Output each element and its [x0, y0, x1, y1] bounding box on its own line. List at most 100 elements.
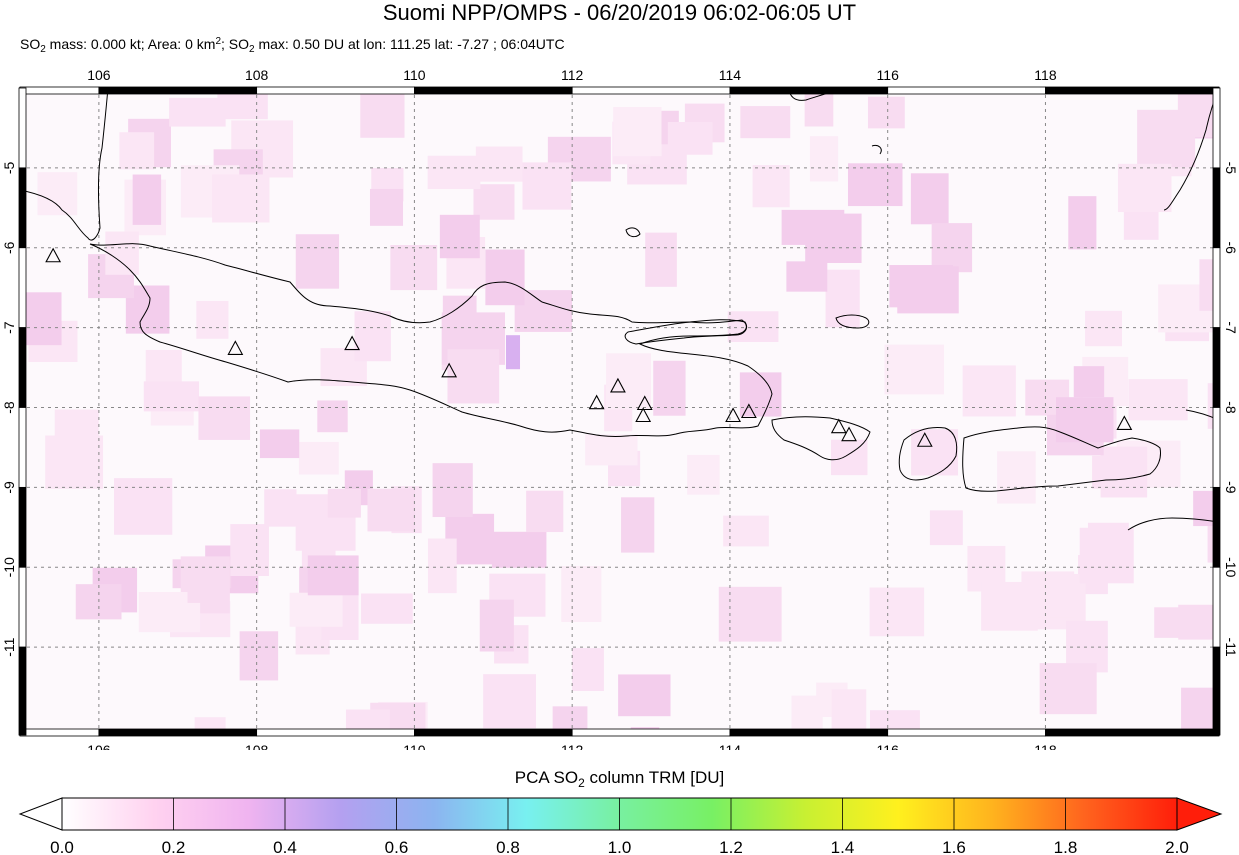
so2-pixel: [613, 107, 662, 157]
lat-tick-label-right: -10: [1223, 557, 1239, 577]
so2-pixel: [867, 96, 905, 129]
volcano-markers: [45, 247, 1133, 447]
so2-pixel: [884, 344, 944, 395]
lon-tick-label-bottom: 118: [1034, 742, 1057, 750]
coastline-small-island-3: [871, 145, 882, 155]
lon-tick-label-bottom: 110: [403, 742, 426, 750]
so2-max-pixel: [506, 335, 521, 370]
so2-summary: SO2 mass: 0.000 kt; Area: 0 km2; SO2 max…: [20, 36, 565, 55]
so2-pixel: [259, 429, 300, 459]
volcano-marker: [916, 432, 933, 447]
lat-bar-segment: [18, 167, 27, 249]
lat-tick-label-right: -7: [1223, 321, 1239, 334]
so2-pixel: [369, 188, 404, 226]
mass-subscript: 2: [40, 44, 46, 55]
lon-bar-segment: [571, 86, 731, 95]
so2-pixel: [439, 214, 480, 259]
so2-pixel: [427, 155, 481, 190]
max-subscript: 2: [249, 44, 255, 55]
so2-pixel: [169, 97, 226, 127]
so2-pixel: [1085, 310, 1123, 347]
colorbar-tick-label: 0.6: [385, 838, 409, 855]
so2-pixel: [621, 497, 655, 553]
lon-tick-label-bottom: 112: [561, 742, 584, 750]
so2-pixel: [929, 510, 963, 546]
coastline-java: [89, 243, 773, 437]
so2-pixel: [361, 593, 413, 624]
latitude-scale-bars: [18, 87, 1221, 736]
lon-tick-label-bottom: 116: [877, 742, 900, 750]
so2-pixel: [483, 674, 537, 729]
coastlines: [20, 88, 1219, 531]
so2-pixel: [479, 599, 514, 652]
lon-tick-label-top: 108: [245, 67, 269, 83]
lat-tick-label-left: -5: [1, 161, 17, 174]
so2-pixel: [212, 174, 270, 223]
lon-bar-segment: [256, 86, 415, 95]
so2-pixel: [962, 365, 1016, 417]
so2-pixel: [1217, 97, 1219, 132]
so2-pixel-layer: [22, 88, 1219, 735]
so2-pixel: [1073, 366, 1105, 398]
so2-pixel: [645, 232, 677, 287]
colorbar-tick-label: 0.4: [273, 838, 297, 855]
lon-bar-segment: [414, 86, 573, 95]
so2-pixel: [390, 245, 438, 291]
lon-tick-label-top: 110: [403, 67, 426, 83]
so2-pixel: [327, 488, 361, 518]
lat-tick-label-left: -8: [1, 401, 17, 414]
lon-tick-label-top: 116: [877, 67, 900, 83]
max-prefix: SO: [228, 36, 250, 52]
axis-tick-labels: 106 106 108 108 110 110 112 112 114 114 116 116 118 1…: [1, 67, 1239, 750]
lat-bar-segment: [18, 407, 27, 488]
so2-pixel: [910, 173, 949, 225]
lat-tick-label-right: -8: [1223, 401, 1239, 414]
lon-bar-segment: [887, 728, 1046, 737]
so2-pixel: [1055, 397, 1114, 443]
coastline-sumba: [1127, 517, 1219, 531]
lat-bar-segment: [1212, 646, 1221, 736]
colorbar-title: PCA SO2 column TRM [DU]: [0, 768, 1239, 789]
longitude-scale-bars: [19, 86, 1220, 737]
area-superscript: 2: [215, 36, 221, 47]
volcano-marker: [610, 377, 626, 393]
lon-tick-label-bottom: 108: [245, 742, 269, 750]
lon-bar-segment: [98, 86, 258, 95]
so2-pixel: [981, 581, 1038, 631]
so2-pixel: [298, 441, 339, 475]
colorbar-under-arrow: [18, 797, 63, 831]
volcano-marker: [588, 394, 605, 410]
lat-tick-label-right: -9: [1223, 481, 1239, 494]
volcano-marker: [1116, 415, 1133, 431]
lat-tick-label-left: -11: [1, 637, 17, 656]
lat-bar-segment: [18, 566, 27, 648]
coastline-lombok: [898, 427, 958, 481]
so2-pixel: [831, 689, 867, 735]
so2-pixel: [37, 172, 78, 216]
so2-pixel: [427, 538, 457, 594]
so2-pixel: [491, 531, 547, 568]
so2-pixel: [1039, 663, 1097, 715]
volcano-marker: [830, 418, 847, 434]
so2-pixel: [196, 300, 229, 339]
volcano-marker: [441, 362, 458, 378]
so2-pixel: [561, 566, 602, 622]
lat-tick-label-left: -6: [1, 241, 17, 254]
so2-pixel: [606, 353, 651, 410]
so2-pixel: [239, 631, 279, 681]
so2-pixel: [1117, 163, 1172, 213]
so2-pixel: [1128, 379, 1188, 421]
colorbar-tick-label: 1.2: [719, 838, 743, 855]
lon-bar-segment: [19, 728, 100, 737]
so2-pixel: [869, 587, 925, 637]
lat-bar-segment: [1212, 87, 1221, 169]
mass-prefix: SO: [20, 36, 41, 52]
coastline-kalimantan: [1163, 88, 1219, 211]
so2-pixel: [653, 360, 686, 416]
colorbar-tick-label: 1.4: [831, 838, 855, 855]
lon-tick-label-top: 112: [561, 67, 584, 83]
so2-pixel: [825, 269, 860, 328]
lon-tick-label-top: 106: [87, 67, 111, 83]
so2-pixel: [345, 709, 390, 735]
lon-bar-segment: [729, 86, 889, 95]
